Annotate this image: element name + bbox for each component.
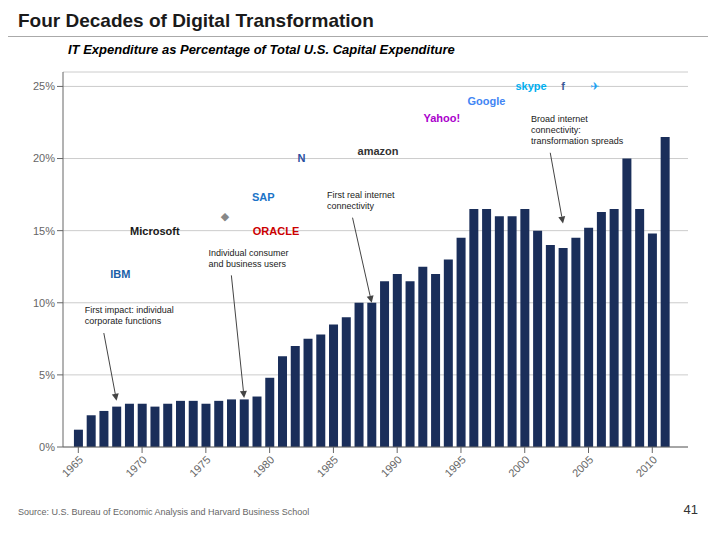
html-text:Source: U.S. Bureau of Economi: Source: U.S. Bureau of Economic Analysis… <box>18 507 310 517</box>
svg-text:amazon: amazon <box>358 145 399 157</box>
svg-text:Broad internetconnectivity:tra: Broad internetconnectivity:transformatio… <box>531 114 624 146</box>
svg-text:IBM: IBM <box>110 268 130 280</box>
svg-text:SAP: SAP <box>252 191 275 203</box>
svg-text:N: N <box>298 152 306 164</box>
svg-text:First impact: individualcorpo: First impact: individualcorporate functi… <box>85 305 174 326</box>
svg-text:1980: 1980 <box>251 453 277 479</box>
svg-text:1985: 1985 <box>315 453 341 479</box>
svg-text:Google: Google <box>468 95 506 107</box>
svg-text:20%: 20% <box>33 152 55 164</box>
svg-text:2010: 2010 <box>633 453 659 479</box>
svg-text:1975: 1975 <box>187 453 213 479</box>
svg-text:1970: 1970 <box>123 453 149 479</box>
svg-text:15%: 15% <box>33 225 55 237</box>
svg-text:✈: ✈ <box>590 80 599 92</box>
svg-text:0%: 0% <box>39 441 55 453</box>
svg-text:1990: 1990 <box>378 453 404 479</box>
html-text:IT Expenditure as Percentage o: IT Expenditure as Percentage of Total U.… <box>68 42 455 57</box>
svg-text:f: f <box>561 80 565 92</box>
svg-text:1995: 1995 <box>442 453 468 479</box>
svg-text:ORACLE: ORACLE <box>253 225 299 237</box>
svg-text:25%: 25% <box>33 80 55 92</box>
svg-text:Individual consumerand busines: Individual consumerand business users <box>208 248 288 269</box>
svg-text:Microsoft: Microsoft <box>130 225 180 237</box>
svg-text:2005: 2005 <box>570 453 596 479</box>
svg-text:2000: 2000 <box>506 453 532 479</box>
svg-text:Yahoo!: Yahoo! <box>423 112 460 124</box>
svg-text:skype: skype <box>516 80 547 92</box>
svg-text:10%: 10% <box>33 297 55 309</box>
html-text:41: 41 <box>683 502 698 517</box>
svg-text:5%: 5% <box>39 369 55 381</box>
html-text:Four Decades of Digital Transf: Four Decades of Digital Transformation <box>18 10 374 31</box>
svg-text:◆: ◆ <box>221 210 230 222</box>
svg-text:1965: 1965 <box>59 453 85 479</box>
svg-text:First real internetconnectivit: First real internetconnectivity <box>327 190 395 211</box>
